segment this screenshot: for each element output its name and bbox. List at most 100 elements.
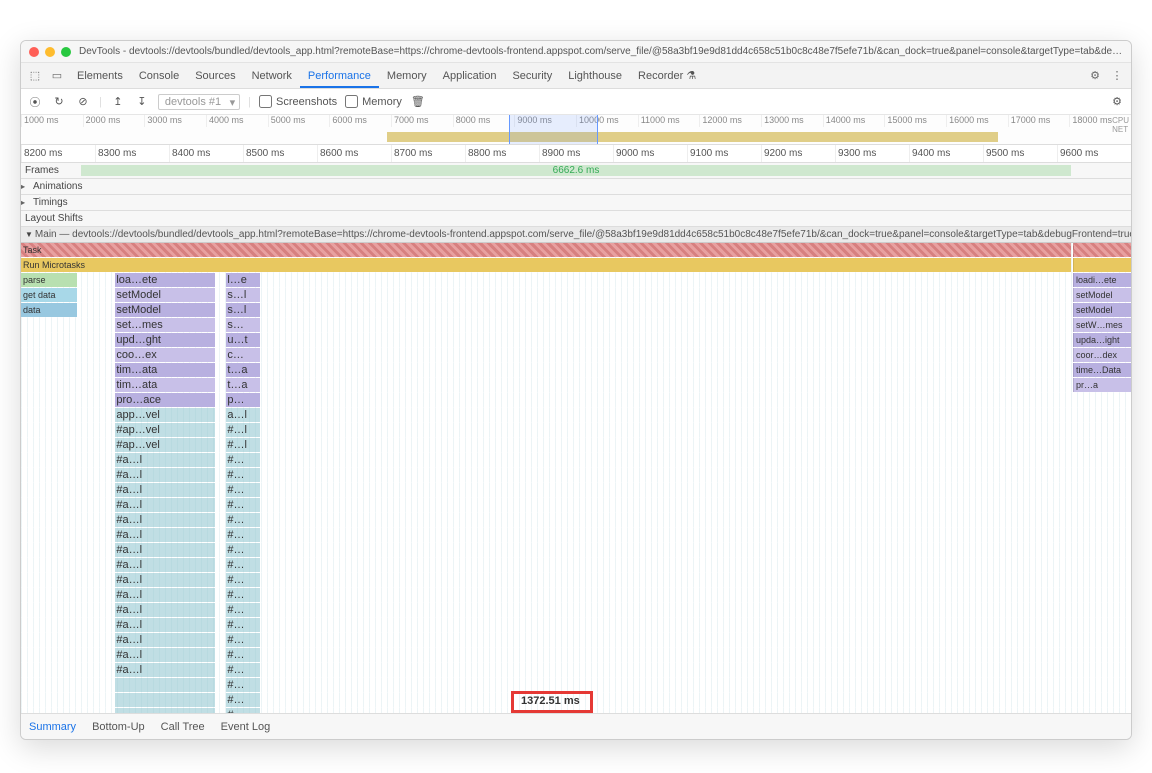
flame-row[interactable]: tim…ata t…a pr…a bbox=[21, 378, 1131, 393]
flame-seg[interactable]: #… bbox=[226, 693, 259, 707]
frame-bar[interactable]: 6662.6 ms bbox=[81, 165, 1071, 176]
flame-seg[interactable]: #… bbox=[226, 453, 259, 467]
flame-right[interactable]: upda…ight bbox=[1073, 333, 1131, 347]
flame-row-data[interactable]: data setModel s…l setModel bbox=[21, 303, 1131, 318]
flame-right[interactable]: setModel bbox=[1073, 288, 1131, 302]
flame-left-getdata[interactable]: get data bbox=[21, 288, 77, 302]
flame-row[interactable]: pro…ace p… bbox=[21, 393, 1131, 408]
details-tab-call-tree[interactable]: Call Tree bbox=[161, 721, 205, 733]
flame-seg[interactable]: s…l bbox=[226, 288, 259, 302]
trash-icon[interactable]: 🗑 bbox=[410, 95, 426, 108]
flame-seg[interactable]: setModel bbox=[115, 288, 215, 302]
flame-seg[interactable]: pro…ace bbox=[115, 393, 215, 407]
flame-seg[interactable]: coo…ex bbox=[115, 348, 215, 362]
flame-seg[interactable]: #… bbox=[226, 648, 259, 662]
timeline-overview[interactable]: 1000 ms2000 ms3000 ms4000 ms5000 ms6000 … bbox=[21, 115, 1131, 145]
close-icon[interactable] bbox=[29, 47, 39, 57]
flame-seg[interactable] bbox=[115, 693, 215, 707]
flame-row[interactable]: #a…l#… bbox=[21, 498, 1131, 513]
flame-row[interactable]: #a…l#… bbox=[21, 603, 1131, 618]
main-track-header[interactable]: ▼Main — devtools://devtools/bundled/devt… bbox=[21, 227, 1131, 243]
flame-left-data[interactable]: data bbox=[21, 303, 77, 317]
screenshots-checkbox[interactable]: Screenshots bbox=[259, 95, 337, 108]
flame-seg[interactable]: set…mes bbox=[115, 318, 215, 332]
flame-seg[interactable]: #a…l bbox=[115, 498, 215, 512]
flame-row-getdata[interactable]: get data setModel s…l setModel bbox=[21, 288, 1131, 303]
flame-seg[interactable]: #… bbox=[226, 528, 259, 542]
overview-selection[interactable] bbox=[509, 115, 598, 144]
flame-seg[interactable]: #… bbox=[226, 588, 259, 602]
save-profile-icon[interactable]: ↧ bbox=[134, 95, 150, 108]
flame-left-parse[interactable]: parse bbox=[21, 273, 77, 287]
flame-seg[interactable]: loa…ete bbox=[115, 273, 215, 287]
flame-row[interactable]: #a…l #… bbox=[21, 648, 1131, 663]
flame-seg[interactable]: tim…ata bbox=[115, 363, 215, 377]
flame-seg[interactable]: #a…l bbox=[115, 618, 215, 632]
flame-seg[interactable]: #a…l bbox=[115, 588, 215, 602]
flame-seg[interactable]: c… bbox=[226, 348, 259, 362]
flame-seg[interactable]: #ap…vel bbox=[115, 423, 215, 437]
flame-seg[interactable]: upd…ght bbox=[115, 333, 215, 347]
flame-seg[interactable]: #… bbox=[226, 633, 259, 647]
flame-seg[interactable]: #a…l bbox=[115, 483, 215, 497]
flame-seg[interactable]: p… bbox=[226, 393, 259, 407]
flame-seg[interactable]: tim…ata bbox=[115, 378, 215, 392]
inspect-icon[interactable]: ⬚ bbox=[25, 69, 45, 82]
flame-seg[interactable]: #… bbox=[226, 678, 259, 692]
flame-row[interactable]: #a…l #… bbox=[21, 543, 1131, 558]
flame-row-parse[interactable]: parse loa…ete l…e loadi…ete bbox=[21, 273, 1131, 288]
frames-track[interactable]: Frames 6662.6 ms bbox=[21, 163, 1131, 179]
flame-seg[interactable]: #a…l bbox=[115, 603, 215, 617]
flame-row[interactable]: #ap…vel #…l bbox=[21, 438, 1131, 453]
flame-seg[interactable]: #a…l bbox=[115, 543, 215, 557]
flame-row[interactable]: #a…l #… bbox=[21, 528, 1131, 543]
flame-right[interactable]: time…Data bbox=[1073, 363, 1131, 377]
flame-seg[interactable]: #… bbox=[226, 513, 259, 527]
flame-seg[interactable]: #…l bbox=[226, 438, 259, 452]
flame-seg[interactable]: #… bbox=[226, 543, 259, 557]
flame-right[interactable]: coor…dex bbox=[1073, 348, 1131, 362]
profile-select[interactable]: devtools #1 bbox=[158, 94, 240, 110]
details-tab-summary[interactable]: Summary bbox=[29, 721, 76, 733]
flame-seg[interactable]: #a…l bbox=[115, 648, 215, 662]
flame-right[interactable]: setModel bbox=[1073, 303, 1131, 317]
flame-row[interactable]: #a…l #… bbox=[21, 663, 1131, 678]
tab-console[interactable]: Console bbox=[131, 66, 187, 86]
flame-seg[interactable]: #a…l bbox=[115, 573, 215, 587]
flame-seg[interactable]: #ap…vel bbox=[115, 438, 215, 452]
tab-memory[interactable]: Memory bbox=[379, 66, 435, 86]
flame-row[interactable]: #ap…vel#…l bbox=[21, 423, 1131, 438]
flame-row[interactable]: #a…l #… bbox=[21, 588, 1131, 603]
flame-row-task[interactable]: Task bbox=[21, 243, 1131, 258]
tab-application[interactable]: Application bbox=[435, 66, 505, 86]
flame-seg[interactable]: t…a bbox=[226, 378, 259, 392]
flame-row[interactable]: app…vela…l bbox=[21, 408, 1131, 423]
flame-seg[interactable]: #a…l bbox=[115, 453, 215, 467]
capture-settings-icon[interactable]: ⚙ bbox=[1109, 95, 1125, 108]
flame-seg[interactable]: t…a bbox=[226, 363, 259, 377]
flame-seg[interactable]: #… bbox=[226, 618, 259, 632]
flame-row[interactable]: #a…l #… bbox=[21, 453, 1131, 468]
flame-seg[interactable]: #a…l bbox=[115, 528, 215, 542]
memory-checkbox[interactable]: Memory bbox=[345, 95, 402, 108]
flame-row-microtasks[interactable]: Run Microtasks bbox=[21, 258, 1131, 273]
flame-right[interactable]: pr…a bbox=[1073, 378, 1131, 392]
clear-icon[interactable]: ⊘ bbox=[75, 95, 91, 108]
device-toggle-icon[interactable]: ▭ bbox=[47, 69, 67, 82]
flame-row[interactable]: set…mess…setW…mes bbox=[21, 318, 1131, 333]
flame-seg[interactable]: #… bbox=[226, 468, 259, 482]
flame-seg[interactable]: #a…l bbox=[115, 663, 215, 677]
flame-row[interactable]: coo…ex c… coor…dex bbox=[21, 348, 1131, 363]
flame-row[interactable]: #a…l#… bbox=[21, 513, 1131, 528]
tab-lighthouse[interactable]: Lighthouse bbox=[560, 66, 630, 86]
flame-row[interactable]: #a…l #… bbox=[21, 633, 1131, 648]
flame-row[interactable]: #a…l#… bbox=[21, 558, 1131, 573]
flame-seg[interactable]: #… bbox=[226, 663, 259, 677]
flame-seg[interactable]: #a…l bbox=[115, 633, 215, 647]
flame-seg[interactable]: u…t bbox=[226, 333, 259, 347]
settings-icon[interactable]: ⚙ bbox=[1085, 69, 1105, 82]
flame-row[interactable]: #a…l #… bbox=[21, 618, 1131, 633]
layout-shifts-track[interactable]: Layout Shifts bbox=[21, 211, 1131, 227]
details-tab-event-log[interactable]: Event Log bbox=[221, 721, 271, 733]
flame-bar-microtasks[interactable]: Run Microtasks bbox=[21, 258, 1071, 272]
